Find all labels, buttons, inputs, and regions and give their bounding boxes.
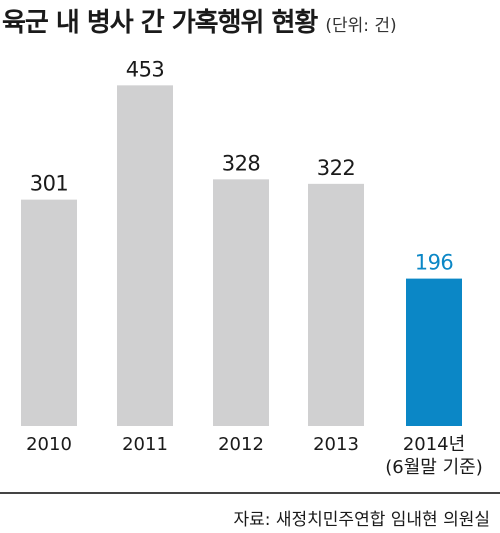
value-label-2: 328 bbox=[222, 151, 261, 175]
value-label-0: 301 bbox=[30, 172, 69, 196]
category-label-3: 2013 bbox=[313, 434, 359, 455]
title-row: 육군 내 병사 간 가혹행위 현황 (단위: 건) bbox=[0, 2, 500, 46]
value-label-1: 453 bbox=[126, 57, 165, 81]
unit-label: (단위: 건) bbox=[325, 16, 397, 36]
bar-3 bbox=[308, 183, 364, 426]
value-label-3: 322 bbox=[317, 156, 356, 180]
category-label-0: 2010 bbox=[26, 434, 72, 455]
category-label-1: 2011 bbox=[122, 434, 168, 455]
bar-1 bbox=[117, 85, 173, 427]
bar-0 bbox=[21, 199, 77, 426]
value-label-4: 196 bbox=[415, 251, 454, 275]
bar-2 bbox=[213, 179, 269, 426]
bar-chart: 301 2010 453 2011 328 2012 322 2013 196 2014년(6월말… bbox=[21, 57, 483, 478]
divider-line bbox=[0, 492, 500, 494]
bar-4 bbox=[406, 278, 462, 426]
category-label-4-line-0: 2014년 bbox=[403, 434, 465, 455]
category-label-2: 2012 bbox=[218, 434, 264, 455]
source-note: 자료: 새정치민주연합 임내현 의원실 bbox=[233, 510, 490, 530]
category-label-4-line-1: (6월말 기준) bbox=[385, 457, 482, 478]
chart-title: 육군 내 병사 간 가혹행위 현황 bbox=[2, 8, 318, 38]
